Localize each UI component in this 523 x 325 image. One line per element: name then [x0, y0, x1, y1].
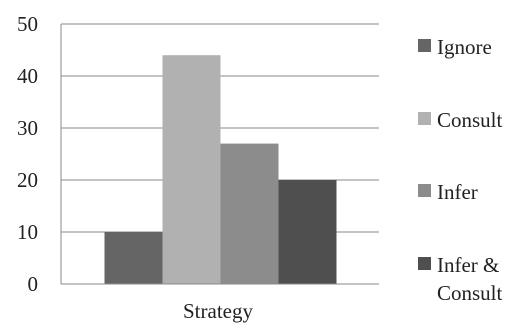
y-tick-label: 30 — [17, 116, 38, 140]
bar-infer — [220, 143, 279, 284]
legend: Ignore Consult Infer Infer & Consult — [418, 35, 503, 305]
legend-item: Infer — [418, 180, 478, 204]
legend-swatch — [418, 112, 431, 125]
bar-ignore — [104, 232, 163, 284]
legend-swatch — [418, 184, 431, 197]
bars — [104, 55, 337, 285]
legend-swatch — [418, 39, 431, 52]
legend-swatch — [418, 257, 431, 270]
legend-label: Consult — [437, 108, 503, 132]
y-tick-label: 10 — [17, 220, 38, 244]
legend-item: Consult — [418, 108, 503, 132]
y-tick-label: 20 — [17, 168, 38, 192]
legend-label: Ignore — [437, 35, 492, 59]
legend-item: Infer & Consult — [418, 253, 503, 305]
x-axis-label: Strategy — [183, 299, 253, 323]
bar-infer-consult — [278, 180, 337, 284]
legend-label: Infer — [437, 180, 478, 204]
y-tick-label: 0 — [28, 272, 39, 296]
axes — [60, 24, 379, 285]
y-tick-label: 50 — [17, 12, 38, 36]
y-tick-label: 40 — [17, 64, 38, 88]
y-tick-labels: 0 10 20 30 40 50 — [17, 12, 38, 296]
legend-item: Ignore — [418, 35, 492, 59]
legend-label: Infer & — [437, 253, 499, 277]
legend-label: Consult — [437, 281, 503, 305]
bar-consult — [162, 55, 221, 285]
